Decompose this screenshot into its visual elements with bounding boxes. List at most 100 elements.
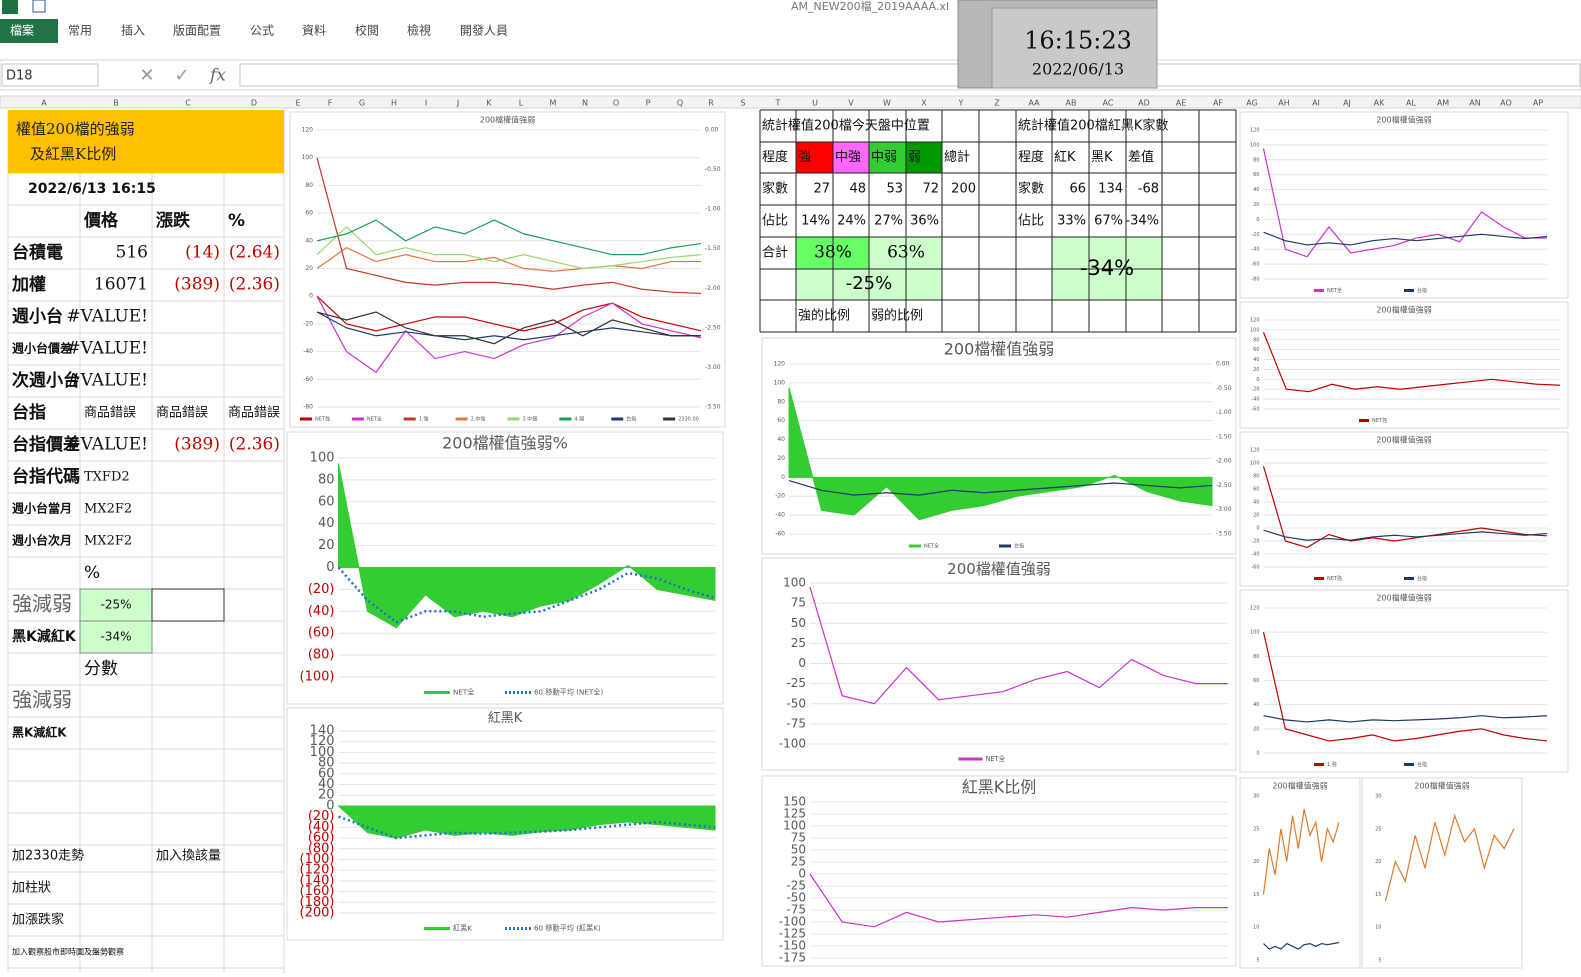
cell-text: 加漲跌家 — [12, 912, 64, 928]
column-header: K — [486, 99, 492, 108]
table-text: 弱 — [908, 150, 921, 165]
table-text: 強的比例 — [798, 308, 850, 324]
column-header: A — [41, 99, 47, 108]
column-header: AB — [1066, 99, 1077, 108]
cell-text: 強減弱 — [12, 688, 72, 712]
y-tick-label: 30 — [1375, 794, 1381, 800]
y2-tick-label: -3.50 — [705, 404, 721, 411]
y-tick-label: 100 — [310, 745, 335, 760]
cell-text: 週小台當月 — [12, 501, 72, 516]
ribbon-tab[interactable]: 校閱 — [355, 23, 379, 38]
y-tick-label: -100 — [779, 737, 806, 751]
ribbon-tab[interactable]: 檢視 — [407, 23, 431, 38]
ribbon-tab[interactable]: 檔案 — [10, 23, 34, 38]
legend-label: 2330.00 — [678, 417, 699, 423]
legend-label: NET全 — [1327, 287, 1342, 294]
line — [1263, 941, 1340, 950]
column-header: E — [295, 99, 300, 108]
cell-text: 516 — [116, 243, 148, 263]
chart-area — [289, 111, 726, 428]
cell-text: 加入觀察股市即時圖及盤勢觀察 — [12, 947, 124, 957]
legend-label: 3.中弱 — [523, 416, 538, 423]
column-header: Q — [677, 99, 683, 108]
y-tick-label: (20) — [308, 582, 335, 597]
cancel-icon[interactable]: ✕ — [139, 65, 154, 86]
y-tick-label: 100 — [1250, 327, 1260, 333]
column-header: D — [251, 99, 257, 108]
y-tick-label: 20 — [318, 788, 335, 803]
table-text: 合計 — [762, 245, 788, 261]
y-tick-label: 60 — [318, 766, 335, 781]
y-tick-label: -80 — [1251, 277, 1259, 283]
y-tick-label: (180) — [300, 895, 335, 910]
y-tick-label: (60) — [308, 626, 335, 641]
chart-area — [761, 337, 1237, 555]
column-header: T — [775, 99, 781, 108]
name-box[interactable] — [1, 63, 99, 87]
chart-title: 200檔權值強弱 — [1376, 593, 1431, 603]
ribbon-tab[interactable]: 版面配置 — [173, 24, 221, 38]
cell-text: MX2F2 — [84, 534, 132, 549]
y2-tick-label: -3.00 — [705, 364, 721, 371]
ribbon-tab[interactable]: 開發人員 — [460, 23, 508, 38]
ribbon-tab[interactable]: 資料 — [302, 24, 326, 38]
y-tick-label: 40 — [305, 237, 313, 244]
y-tick-label: (60) — [308, 831, 335, 846]
y-tick-label: 60 — [1253, 347, 1259, 353]
table-text: 紅K — [1054, 150, 1076, 165]
chart-area — [1239, 777, 1361, 969]
legend-label: 紅黑K — [453, 924, 472, 933]
y-tick-label: 75 — [791, 596, 806, 610]
column-header: AH — [1278, 99, 1290, 108]
column-header: I — [425, 99, 427, 108]
y-tick-label: (200) — [300, 906, 335, 921]
save-icon[interactable] — [32, 0, 46, 13]
y-tick-label: 40 — [1253, 187, 1259, 193]
y-tick-label: (100) — [300, 852, 335, 867]
line — [316, 295, 702, 374]
y-tick-label: 100 — [783, 576, 806, 590]
chart-area — [1239, 431, 1569, 587]
cell-text: 商品錯誤 — [156, 405, 208, 421]
y-tick-label: 0 — [326, 560, 334, 575]
header-text: 及紅黑K比例 — [30, 145, 116, 163]
chart-area — [1361, 777, 1523, 969]
column-header: AP — [1533, 99, 1543, 108]
cell-text: 台指代碼 — [12, 466, 80, 487]
y-tick-label: 0 — [798, 867, 806, 881]
ribbon-tab[interactable]: 插入 — [121, 24, 145, 38]
ribbon-tab[interactable]: 公式 — [250, 24, 274, 38]
table-text: 27% — [874, 214, 903, 229]
y-tick-label: 20 — [305, 265, 313, 272]
y-tick-label: 60 — [1253, 487, 1259, 493]
y-tick-label: -60 — [1251, 565, 1259, 571]
y-tick-label: 120 — [1250, 318, 1260, 324]
y-tick-label: 80 — [1253, 474, 1259, 480]
enter-icon[interactable]: ✓ — [174, 65, 189, 86]
file-name: AM_NEW200檔_2019AAAA.xl — [791, 0, 949, 13]
chart-title: 200檔權值強弱 — [1272, 781, 1327, 791]
column-header: AF — [1213, 99, 1223, 108]
table-text: 家數 — [1018, 181, 1044, 197]
cell-text: (2.36) — [229, 435, 280, 455]
y-tick-label: 50 — [791, 843, 806, 857]
name-box-text: D18 — [6, 69, 33, 84]
legend-label: 台指 — [1417, 287, 1427, 294]
y-tick-label: (160) — [300, 884, 335, 899]
ribbon-tab[interactable]: 常用 — [68, 24, 92, 38]
cell-text: 16071 — [94, 275, 148, 295]
cell-text: 台指 — [12, 402, 46, 423]
column-header: F — [328, 99, 333, 108]
legend-label: NET全 — [924, 543, 939, 550]
line — [316, 226, 702, 270]
y-tick-label: -60 — [303, 376, 313, 383]
clock-time: 16:15:23 — [1024, 27, 1132, 55]
column-header: O — [613, 99, 619, 108]
column-header: B — [113, 99, 119, 108]
legend-label: 台指 — [1417, 761, 1427, 768]
excel-icon — [2, 0, 18, 14]
formula-input[interactable] — [239, 63, 1581, 87]
legend-label: 2.中強 — [471, 416, 486, 423]
header-text: 權值200檔的強弱 — [16, 120, 135, 138]
